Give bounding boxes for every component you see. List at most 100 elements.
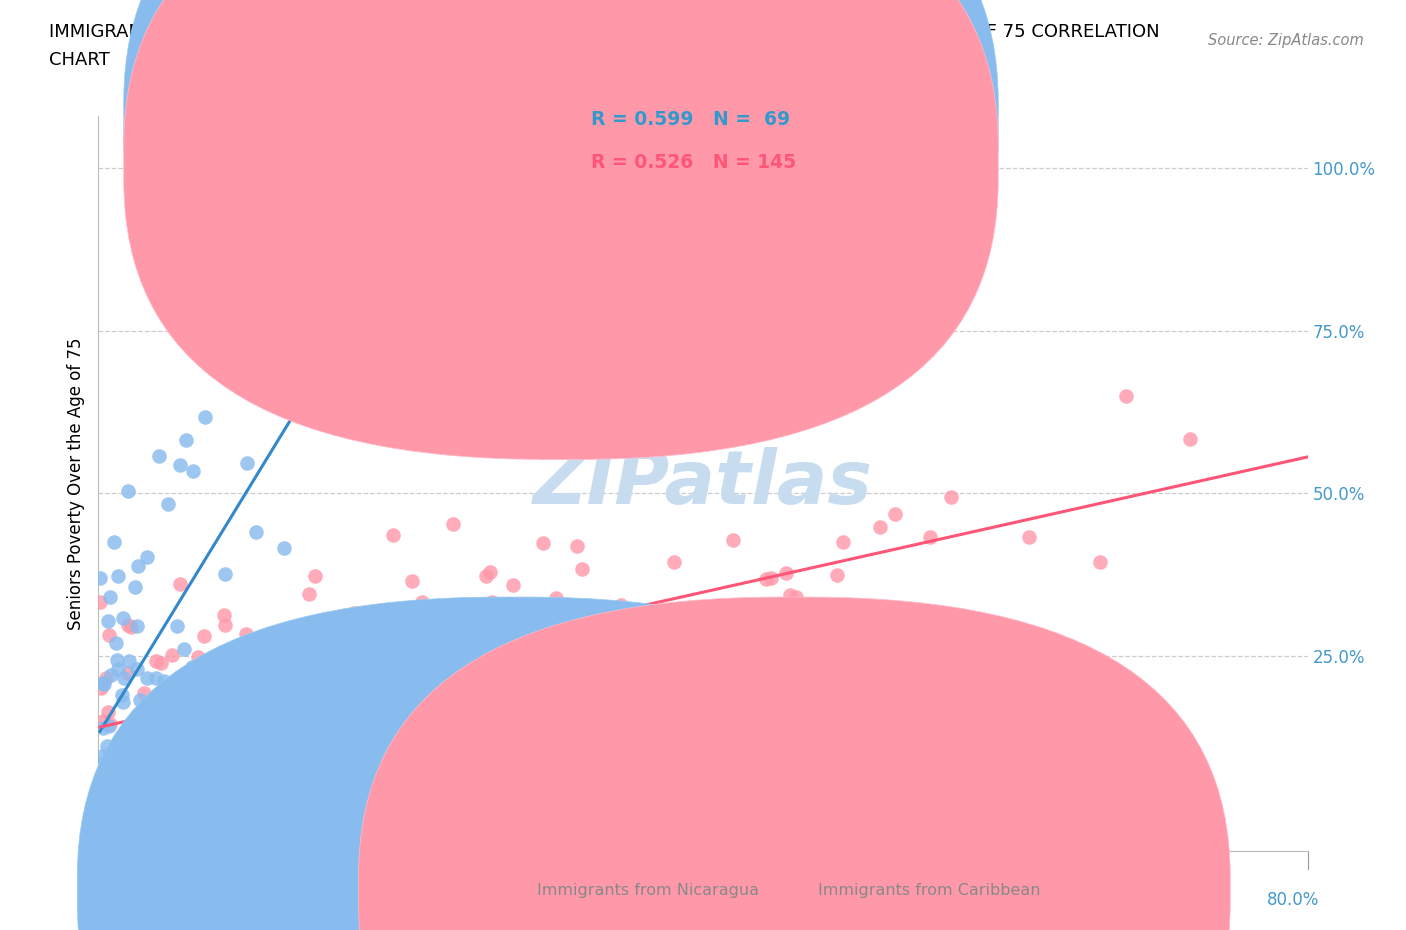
Point <box>391 691 413 706</box>
Text: CHART: CHART <box>49 51 110 69</box>
Text: 80.0%: 80.0% <box>1267 891 1320 910</box>
Point <box>93 677 115 692</box>
Point <box>453 639 475 654</box>
Point <box>478 565 501 579</box>
Text: Immigrants from Caribbean: Immigrants from Caribbean <box>818 883 1040 897</box>
Point <box>90 837 112 852</box>
Point <box>97 705 120 720</box>
Point <box>172 775 194 790</box>
Point <box>100 667 122 682</box>
Point <box>152 673 174 688</box>
Point <box>600 795 623 810</box>
Point <box>114 750 136 764</box>
Point <box>315 684 337 698</box>
Point <box>114 671 136 685</box>
Point <box>90 837 112 852</box>
Point <box>202 658 225 672</box>
Point <box>271 365 294 380</box>
Point <box>375 704 398 719</box>
Point <box>349 631 371 646</box>
Point <box>91 721 114 736</box>
Point <box>94 755 117 770</box>
Point <box>222 717 245 732</box>
Point <box>775 565 797 580</box>
Point <box>277 684 299 698</box>
Point <box>107 661 129 676</box>
Point <box>357 679 380 694</box>
Point <box>132 685 155 700</box>
Text: IMMIGRANTS FROM NICARAGUA VS IMMIGRANTS FROM CARIBBEAN SENIORS POVERTY OVER THE : IMMIGRANTS FROM NICARAGUA VS IMMIGRANTS … <box>49 23 1160 41</box>
Point <box>115 760 138 775</box>
Point <box>124 753 146 768</box>
Point <box>120 837 142 852</box>
Point <box>328 675 350 690</box>
Point <box>266 370 288 385</box>
Point <box>481 595 503 610</box>
Point <box>165 679 187 694</box>
Point <box>388 645 411 660</box>
Point <box>659 632 682 647</box>
Point <box>160 647 183 662</box>
Point <box>382 528 405 543</box>
Point <box>332 725 354 740</box>
Point <box>108 821 131 836</box>
Point <box>190 657 212 671</box>
Point <box>235 641 257 656</box>
Point <box>884 507 907 522</box>
Text: Source: ZipAtlas.com: Source: ZipAtlas.com <box>1208 33 1364 47</box>
Point <box>256 730 278 745</box>
Point <box>146 706 169 721</box>
Point <box>342 645 364 660</box>
Point <box>785 590 807 604</box>
Point <box>143 708 166 723</box>
Point <box>100 788 122 803</box>
Point <box>747 630 769 644</box>
Point <box>236 456 259 471</box>
Point <box>98 717 121 732</box>
Point <box>90 837 112 852</box>
Point <box>425 642 447 657</box>
Point <box>941 489 963 504</box>
Point <box>347 630 370 644</box>
Point <box>105 749 128 764</box>
Point <box>90 681 112 696</box>
Point <box>401 724 423 738</box>
Point <box>212 709 235 724</box>
Point <box>342 605 364 620</box>
Point <box>180 748 202 763</box>
Point <box>214 618 236 632</box>
Point <box>114 759 136 774</box>
Point <box>475 569 498 584</box>
Point <box>180 659 202 674</box>
Point <box>174 433 197 448</box>
Point <box>173 641 195 656</box>
Y-axis label: Seniors Poverty Over the Age of 75: Seniors Poverty Over the Age of 75 <box>66 338 84 630</box>
Point <box>145 671 167 685</box>
Point <box>193 683 215 698</box>
Point <box>97 614 120 629</box>
Point <box>454 668 477 683</box>
Point <box>98 719 121 734</box>
Point <box>141 704 163 719</box>
Point <box>761 571 783 586</box>
Point <box>222 735 245 750</box>
Point <box>323 644 346 658</box>
Point <box>273 540 295 555</box>
Point <box>520 661 543 676</box>
Point <box>117 483 139 498</box>
Point <box>149 656 172 671</box>
Point <box>136 671 159 685</box>
Point <box>238 650 260 665</box>
Point <box>389 642 412 657</box>
Point <box>245 525 267 539</box>
Point <box>105 653 128 668</box>
Point <box>443 606 465 621</box>
Point <box>217 775 239 790</box>
Point <box>96 833 118 848</box>
Point <box>664 554 686 569</box>
Point <box>588 693 610 708</box>
Point <box>633 604 655 619</box>
Point <box>107 837 129 852</box>
Point <box>207 795 229 810</box>
Point <box>413 650 436 665</box>
